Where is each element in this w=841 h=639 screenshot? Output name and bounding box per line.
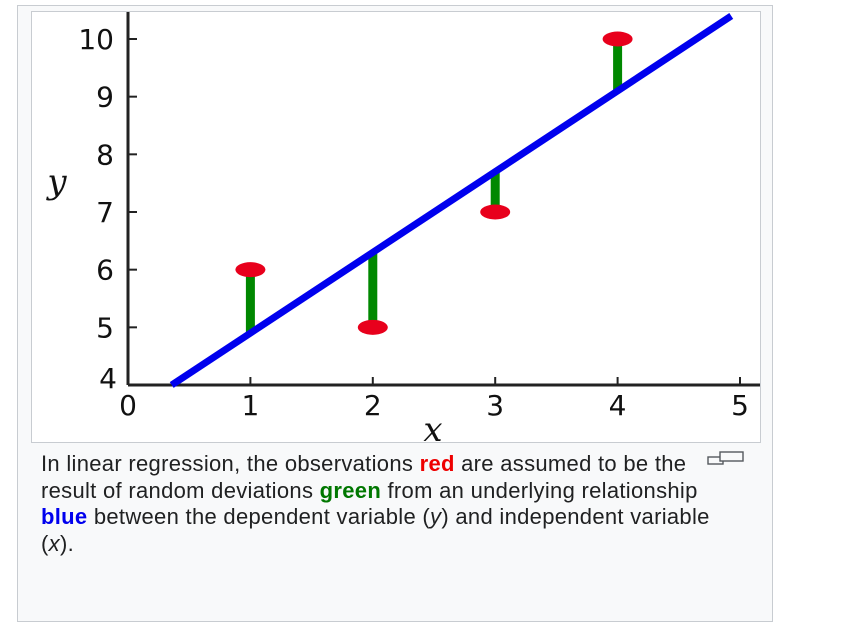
caption-blue-word: blue xyxy=(41,504,88,529)
x-tick-label: 5 xyxy=(731,389,749,422)
enlarge-icon[interactable] xyxy=(707,451,745,465)
caption-red-word: red xyxy=(419,451,455,476)
caption-text: In linear regression, the observations xyxy=(41,451,420,476)
observation-points xyxy=(235,31,633,335)
x-tick-label: 0 xyxy=(119,389,137,422)
observation-point xyxy=(602,31,633,47)
x-tick-label: 4 xyxy=(609,389,627,422)
observation-point xyxy=(480,204,511,220)
caption-text: ). xyxy=(59,530,74,556)
regression-line-path xyxy=(169,13,734,388)
x-axis-label: x xyxy=(423,410,442,450)
caption-var-x: x xyxy=(48,530,60,556)
y-tick-label: 5 xyxy=(96,311,114,344)
caption-text: between the dependent variable ( xyxy=(87,504,431,529)
x-tick-label: 3 xyxy=(486,389,504,422)
y-tick-label: 10 xyxy=(78,23,114,56)
axes xyxy=(126,12,760,387)
caption-text: are assumed to be the result of random d… xyxy=(41,451,687,503)
caption-var-y: y xyxy=(430,504,442,529)
tick-labels: 0 1 2 3 4 5 4 5 6 7 8 9 10 xyxy=(78,23,749,422)
chart-area xyxy=(31,11,761,443)
figure-caption: In linear regression, the observations r… xyxy=(41,451,741,557)
observation-point xyxy=(235,262,266,278)
magnify-clip-icon xyxy=(707,451,744,465)
observation-point xyxy=(357,319,388,335)
y-tick-label: 6 xyxy=(96,254,114,287)
caption-text: from an underlying relationship xyxy=(381,477,698,503)
deviation-lines xyxy=(245,39,623,334)
y-tick-label: 4 xyxy=(99,362,117,395)
caption-text: ) and independent variable ( xyxy=(41,504,710,556)
y-tick-label: 9 xyxy=(96,81,114,114)
caption-green-word: green xyxy=(319,477,382,503)
y-tick-label: 7 xyxy=(96,196,114,229)
regression-line xyxy=(169,13,734,388)
x-tick-label: 2 xyxy=(364,389,382,422)
x-tick-label: 1 xyxy=(241,389,259,422)
y-axis-label: y xyxy=(45,162,67,202)
y-tick-label: 8 xyxy=(96,138,114,171)
